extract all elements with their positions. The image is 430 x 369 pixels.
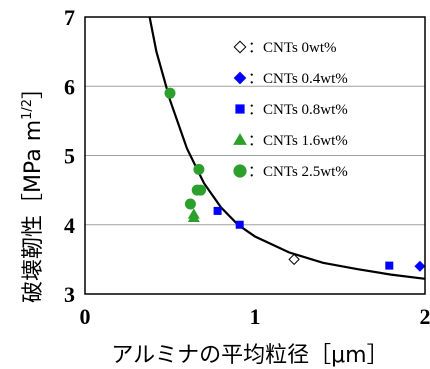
data-point — [164, 87, 176, 99]
data-point — [213, 206, 222, 215]
legend-entry: ：CNTs 1.6wt% — [248, 133, 348, 149]
x-axis-label: アルミナの平均粒径［μm］ — [111, 343, 388, 368]
y-tick-label: 5 — [64, 144, 75, 169]
y-tick-label: 6 — [64, 74, 75, 99]
x-tick-label: 0 — [80, 304, 91, 329]
y-axis-label-sup: 1/2 — [20, 99, 35, 120]
y-tick-label: 3 — [64, 282, 75, 307]
legend-entry: ：CNTs 0.4wt% — [248, 71, 348, 87]
x-tick-label: 2 — [420, 304, 430, 329]
legend-marker — [233, 133, 247, 145]
legend-marker — [233, 164, 247, 178]
legend-marker — [235, 104, 245, 114]
legend-entry: ：CNTs 2.5wt% — [248, 164, 348, 180]
legend: ：CNTs 0wt% ：CNTs 0.4wt% ：CNTs 0.8wt% ：CNTs … — [233, 40, 348, 180]
data-point — [184, 198, 196, 210]
legend-entry: ：CNTs 0wt% — [248, 40, 337, 56]
data-point — [235, 220, 244, 229]
plot-frame — [84, 16, 426, 295]
data-point — [195, 184, 207, 196]
y-tick-label: 4 — [64, 213, 75, 238]
y-axis-label-main: 破壊靭性［MPa m — [21, 120, 46, 303]
y-tick-label: 7 — [64, 5, 75, 30]
tick-labels: 3 4 5 6 7 0 1 2 — [64, 5, 430, 329]
legend-marker — [233, 71, 247, 85]
data-point — [187, 211, 200, 223]
legend-entry: ：CNTs 0.8wt% — [248, 102, 348, 118]
data-point — [288, 253, 300, 266]
legend-marker — [233, 40, 247, 54]
y-axis-label-end: ］ — [21, 77, 46, 99]
grid-lines — [85, 85, 425, 226]
data-points-layer — [164, 87, 426, 272]
data-point — [193, 163, 205, 175]
data-point — [385, 261, 394, 270]
x-tick-label: 1 — [250, 304, 261, 329]
data-point — [414, 260, 426, 272]
y-axis-label: 破壊靭性［MPa m1/2］ — [20, 77, 46, 303]
